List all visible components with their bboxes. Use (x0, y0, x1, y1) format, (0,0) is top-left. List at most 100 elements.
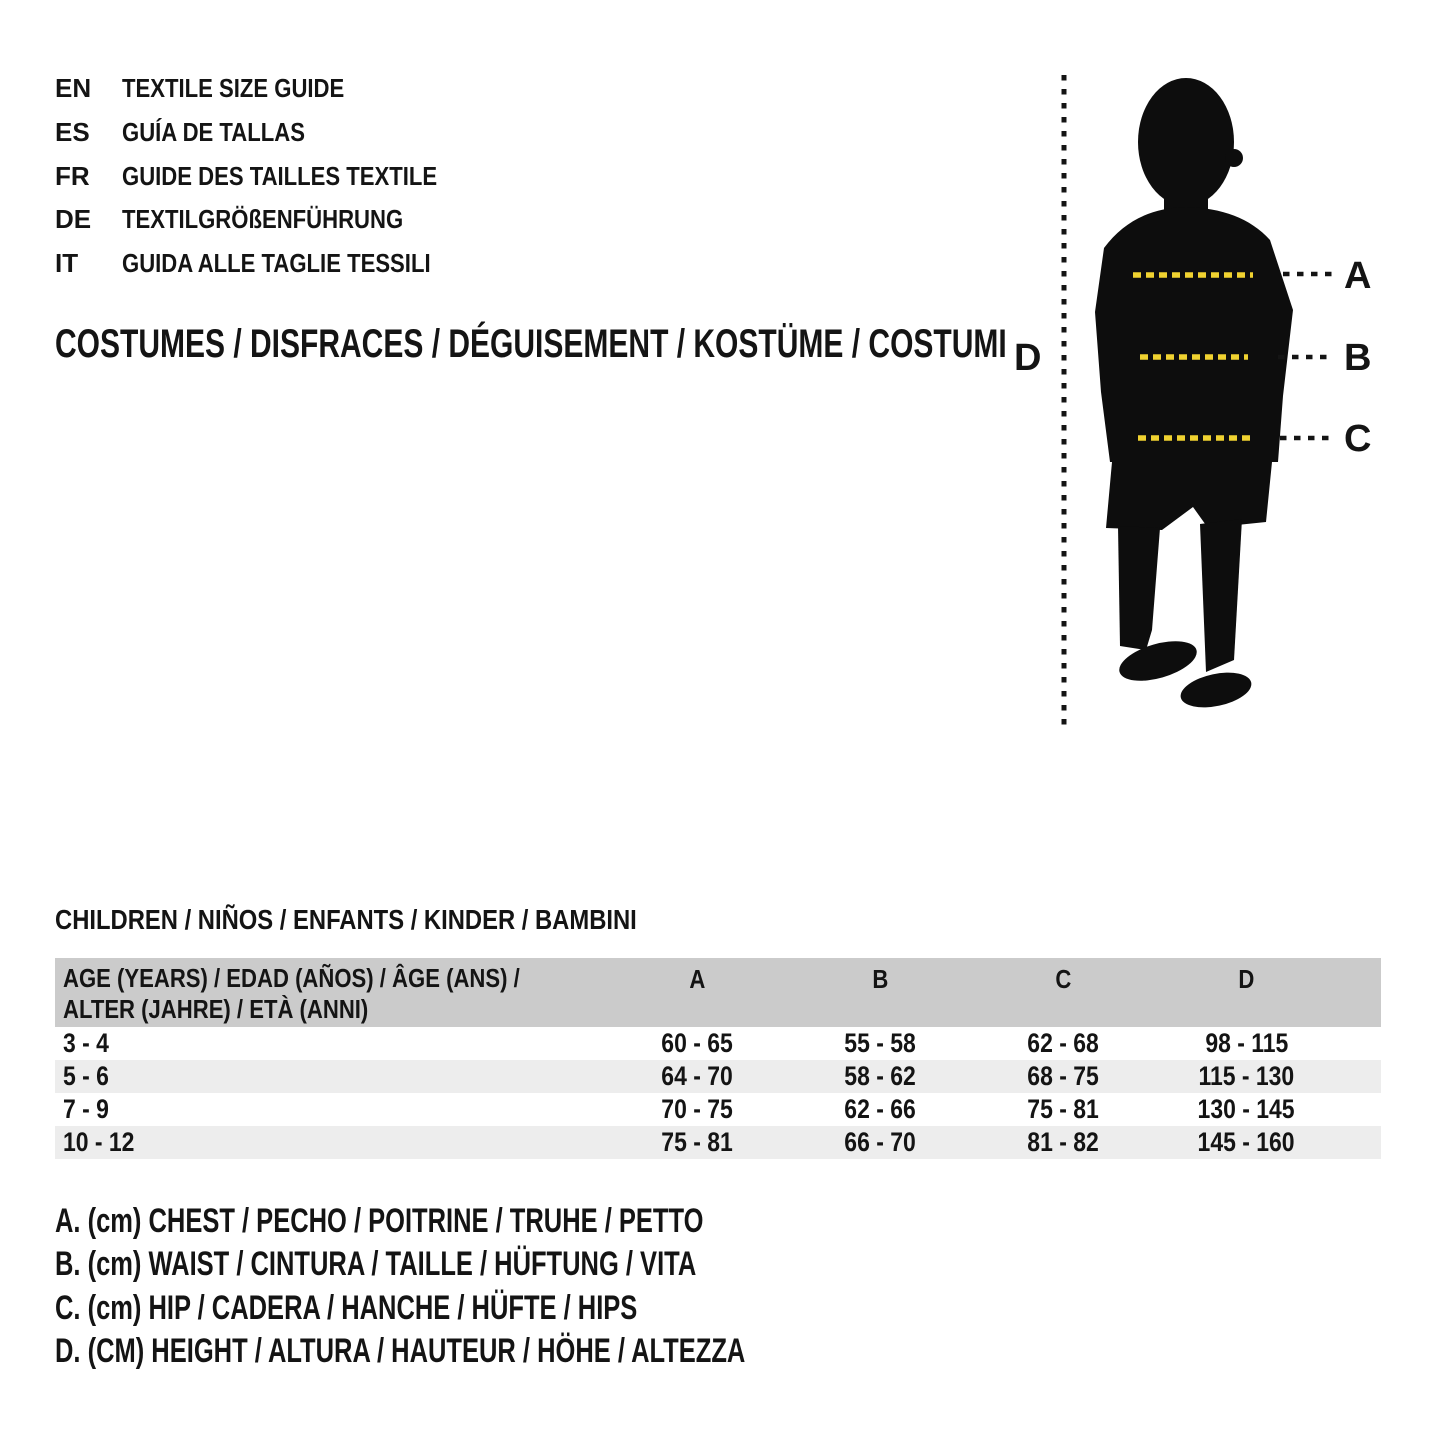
column-header-c-text: C (1055, 964, 1072, 994)
hip-label: C (1344, 418, 1371, 460)
silhouette-left-shoe (1119, 641, 1197, 681)
height-value: 98 - 115 (1205, 1028, 1288, 1058)
height-value: 130 - 145 (1198, 1094, 1295, 1124)
column-header-b-text: B (872, 964, 889, 994)
size-table: AGE (YEARS) / EDAD (AÑOS) / ÂGE (ANS) / … (55, 958, 1381, 1159)
language-title: GUIDA ALLE TAGLIE TESSILI (122, 248, 431, 279)
table-row: 3 - 4 60 - 65 55 - 58 62 - 68 98 - 115 (55, 1027, 1381, 1060)
column-header-c: C (972, 958, 1155, 1027)
hip-cell: 62 - 68 (972, 1028, 1155, 1059)
language-code: DE (55, 204, 92, 235)
language-row-es: ES GUÍA DE TALLAS (55, 111, 493, 155)
legend-hip-text: C. (cm) HIP / CADERA / HANCHE / HÜFTE / … (55, 1288, 638, 1327)
table-row: 10 - 12 75 - 81 66 - 70 81 - 82 145 - 16… (55, 1126, 1381, 1159)
waist-cell: 55 - 58 (789, 1028, 972, 1059)
language-row-it: IT GUIDA ALLE TAGLIE TESSILI (55, 242, 493, 286)
silhouette-right-shoe (1180, 672, 1252, 708)
legend-hip: C. (cm) HIP / CADERA / HANCHE / HÜFTE / … (55, 1287, 975, 1330)
height-cell: 145 - 160 (1155, 1127, 1338, 1158)
waist-value: 55 - 58 (844, 1028, 917, 1058)
hip-value: 75 - 81 (1027, 1094, 1100, 1124)
waist-value: 58 - 62 (844, 1061, 917, 1091)
legend-chest: A. (cm) CHEST / PECHO / POITRINE / TRUHE… (55, 1200, 975, 1243)
table-section-title-text: CHILDREN / NIÑOS / ENFANTS / KINDER / BA… (55, 904, 637, 935)
waist-cell: 58 - 62 (789, 1061, 972, 1092)
age-value: 7 - 9 (63, 1094, 109, 1124)
height-value: 115 - 130 (1198, 1061, 1295, 1091)
chest-value: 64 - 70 (661, 1061, 734, 1091)
age-column-header: AGE (YEARS) / EDAD (AÑOS) / ÂGE (ANS) / … (55, 958, 606, 1027)
legend-waist: B. (cm) WAIST / CINTURA / TAILLE / HÜFTU… (55, 1243, 975, 1286)
silhouette-shirt (1095, 207, 1293, 462)
legend-height-text: D. (CM) HEIGHT / ALTURA / HAUTEUR / HÖHE… (55, 1332, 746, 1371)
height-cell: 115 - 130 (1155, 1061, 1338, 1092)
waist-cell: 66 - 70 (789, 1127, 972, 1158)
table-section-title: CHILDREN / NIÑOS / ENFANTS / KINDER / BA… (55, 906, 739, 934)
age-cell: 10 - 12 (55, 1127, 606, 1158)
chest-cell: 64 - 70 (606, 1061, 789, 1092)
height-value: 145 - 160 (1198, 1127, 1295, 1157)
column-header-d-text: D (1238, 964, 1255, 994)
chest-value: 60 - 65 (661, 1028, 734, 1058)
height-cell: 98 - 115 (1155, 1028, 1338, 1059)
silhouette-shorts (1106, 462, 1272, 530)
hip-cell: 81 - 82 (972, 1127, 1155, 1158)
silhouette-head (1138, 78, 1234, 206)
silhouette-ear (1225, 149, 1243, 167)
chest-cell: 60 - 65 (606, 1028, 789, 1059)
column-header-d: D (1155, 958, 1338, 1027)
language-row-fr: FR GUIDE DES TAILLES TEXTILE (55, 154, 493, 198)
child-silhouette (1095, 78, 1293, 708)
height-cell: 130 - 145 (1155, 1094, 1338, 1125)
age-value: 10 - 12 (63, 1127, 135, 1157)
age-value: 5 - 6 (63, 1061, 109, 1091)
language-row-de: DE TEXTILGRÖßENFÜHRUNG (55, 198, 493, 242)
hip-value: 62 - 68 (1027, 1028, 1100, 1058)
language-title-list: EN TEXTILE SIZE GUIDE ES GUÍA DE TALLAS … (55, 67, 493, 285)
size-table-header: AGE (YEARS) / EDAD (AÑOS) / ÂGE (ANS) / … (55, 958, 1381, 1027)
silhouette-left-leg (1118, 526, 1160, 650)
legend-waist-text: B. (cm) WAIST / CINTURA / TAILLE / HÜFTU… (55, 1245, 697, 1284)
legend-chest-text: A. (cm) CHEST / PECHO / POITRINE / TRUHE… (55, 1202, 704, 1241)
age-value: 3 - 4 (63, 1028, 109, 1058)
chest-cell: 75 - 81 (606, 1127, 789, 1158)
category-title: COSTUMES / DISFRACES / DÉGUISEMENT / KOS… (55, 324, 1324, 364)
table-row: 5 - 6 64 - 70 58 - 62 68 - 75 115 - 130 (55, 1060, 1381, 1093)
waist-value: 62 - 66 (844, 1094, 917, 1124)
language-title: TEXTILE SIZE GUIDE (122, 73, 345, 104)
column-header-a-text: A (689, 964, 706, 994)
chest-value: 75 - 81 (661, 1127, 734, 1157)
waist-cell: 62 - 66 (789, 1094, 972, 1125)
waist-label: B (1344, 337, 1371, 379)
age-cell: 3 - 4 (55, 1028, 606, 1059)
silhouette-right-leg (1200, 519, 1242, 672)
hip-value: 81 - 82 (1027, 1127, 1100, 1157)
height-label: D (1014, 337, 1041, 379)
language-title: GUIDE DES TAILLES TEXTILE (122, 160, 438, 191)
legend-height: D. (CM) HEIGHT / ALTURA / HAUTEUR / HÖHE… (55, 1330, 975, 1373)
language-row-en: EN TEXTILE SIZE GUIDE (55, 67, 493, 111)
hip-cell: 75 - 81 (972, 1094, 1155, 1125)
column-header-a: A (606, 958, 789, 1027)
age-cell: 7 - 9 (55, 1094, 606, 1125)
chest-value: 70 - 75 (661, 1094, 734, 1124)
language-code: FR (55, 160, 90, 191)
hip-cell: 68 - 75 (972, 1061, 1155, 1092)
table-row: 7 - 9 70 - 75 62 - 66 75 - 81 130 - 145 (55, 1093, 1381, 1126)
language-code: ES (55, 117, 90, 148)
hip-value: 68 - 75 (1027, 1061, 1100, 1091)
language-code: EN (55, 73, 92, 104)
chest-label: A (1344, 255, 1371, 297)
language-title: GUÍA DE TALLAS (122, 117, 305, 148)
age-cell: 5 - 6 (55, 1061, 606, 1092)
language-code: IT (55, 248, 79, 279)
category-title-text: COSTUMES / DISFRACES / DÉGUISEMENT / KOS… (55, 322, 1007, 366)
column-header-b: B (789, 958, 972, 1027)
language-title: TEXTILGRÖßENFÜHRUNG (122, 204, 404, 235)
age-header-line2: ALTER (JAHRE) / ETÀ (ANNI) (63, 994, 369, 1024)
measure-legend: A. (cm) CHEST / PECHO / POITRINE / TRUHE… (55, 1200, 975, 1373)
waist-value: 66 - 70 (844, 1127, 917, 1157)
measurement-diagram: D A B C (1014, 75, 1371, 725)
chest-cell: 70 - 75 (606, 1094, 789, 1125)
